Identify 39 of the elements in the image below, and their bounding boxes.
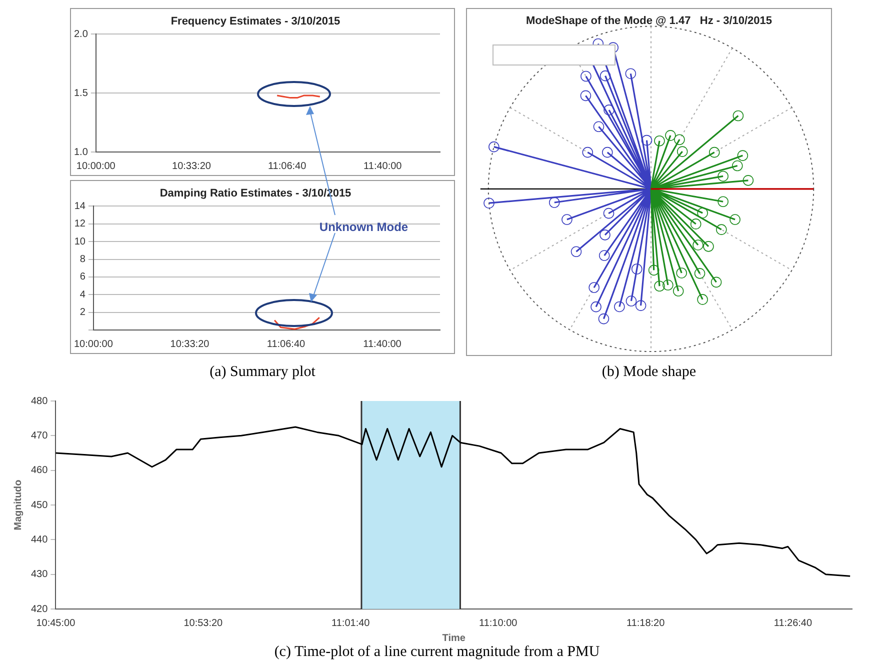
y-tick-label: 460	[30, 465, 48, 476]
x-tick-label: 11:06:40	[268, 160, 307, 172]
chart-title: Frequency Estimates - 3/10/2015	[170, 16, 340, 28]
x-tick-label: 11:26:40	[774, 618, 812, 629]
y-tick-label: 2	[80, 307, 86, 318]
y-tick-label: 8	[80, 254, 86, 266]
x-tick-label: 11:10:00	[479, 618, 518, 629]
x-tick-label: 10:33:20	[170, 338, 210, 350]
y-tick-label: 2.0	[74, 28, 88, 40]
y-tick-label: 450	[30, 500, 48, 511]
x-tick-label: 10:53:20	[184, 618, 224, 629]
y-axis-title: Magnitudo	[12, 480, 24, 530]
text: (a) Summary plot	[208, 364, 316, 381]
x-tick-label: 10:00:00	[74, 338, 114, 350]
y-tick-label: 430	[30, 569, 48, 580]
y-tick-label: 420	[30, 604, 48, 615]
y-tick-label: 440	[30, 534, 48, 546]
text: (c) Time-plot of a line current magnitude from a PMU	[273, 644, 601, 661]
text: ModeShape of the Mode @ 1.47 Hz - 3/10/2015	[524, 15, 774, 27]
x-tick-label: 11:18:20	[626, 618, 666, 629]
x-tick-label: 10:00:00	[76, 160, 116, 172]
x-tick-label: 11:06:40	[266, 338, 306, 350]
y-tick-label: 1.0	[74, 146, 88, 158]
y-tick-label: 6	[80, 272, 86, 283]
x-tick-label: 11:40:00	[364, 160, 402, 172]
x-tick-label: 11:40:00	[363, 338, 402, 350]
y-tick-label: 12	[74, 218, 86, 230]
x-axis-title: Time	[442, 632, 466, 644]
y-tick-label: 480	[30, 396, 48, 407]
x-tick-label: 10:33:20	[172, 160, 212, 172]
y-tick-label: 1.5	[74, 88, 88, 99]
y-tick-label: 4	[80, 289, 86, 300]
y-tick-label: 10	[74, 236, 86, 248]
text: (b) Mode shape	[600, 364, 698, 381]
annotation: Unknown Mode	[319, 220, 408, 234]
y-tick-label: 470	[30, 430, 48, 442]
x-tick-label: 11:01:40	[332, 618, 370, 629]
x-tick-label: 10:45:00	[36, 618, 76, 629]
y-tick-label: 14	[74, 200, 86, 212]
